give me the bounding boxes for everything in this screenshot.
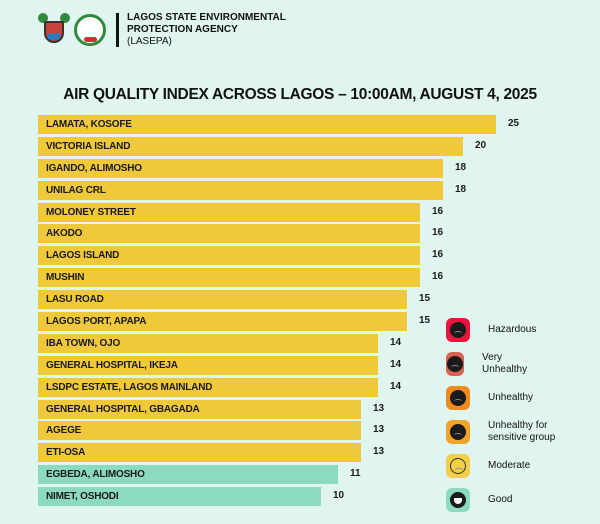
bar-label: GENERAL HOSPITAL, GBAGADA — [46, 403, 200, 415]
bar: MOLONEY STREET — [38, 202, 420, 222]
sad-face-icon — [446, 386, 470, 410]
bar-value: 14 — [390, 358, 402, 370]
bar-label: MOLONEY STREET — [46, 206, 136, 218]
bar: AKODO — [38, 224, 420, 244]
bar: LAGOS PORT, APAPA — [38, 312, 407, 332]
bar-label: IBA TOWN, OJO — [46, 337, 121, 349]
bar: LAMATA, KOSOFE — [38, 115, 496, 134]
bar-label: LAGOS PORT, APAPA — [46, 316, 147, 328]
bar-label: UNILAG CRL — [46, 184, 106, 196]
bar: LAGOS ISLAND — [38, 246, 420, 266]
bar: UNILAG CRL — [38, 180, 443, 200]
lasepa-seal-logo — [74, 14, 106, 46]
bar: ETI-OSA — [38, 443, 361, 463]
bar-label: LSDPC ESTATE, LAGOS MAINLAND — [46, 381, 213, 393]
bar-value: 20 — [475, 139, 487, 151]
bar: NIMET, OSHODI — [38, 487, 321, 507]
header: LAGOS STATE ENVIRONMENTAL PROTECTION AGE… — [38, 12, 286, 48]
bar-label: LAGOS ISLAND — [46, 250, 120, 262]
bar: GENERAL HOSPITAL, GBAGADA — [38, 399, 361, 419]
bar-value: 25 — [508, 118, 520, 129]
agency-line-2: PROTECTION AGENCY — [127, 24, 238, 35]
bar-label: MUSHIN — [46, 272, 85, 284]
happy-face-icon — [446, 488, 470, 512]
legend-label: Very Unhealthy — [482, 352, 528, 375]
bar: IGANDO, ALIMOSHO — [38, 158, 443, 178]
bar-value: 16 — [432, 205, 444, 217]
legend-item: Moderate — [446, 454, 530, 478]
agency-line-3: (LASEPA) — [127, 36, 172, 47]
legend-item: Hazardous — [446, 318, 536, 342]
bar-label: AGEGE — [46, 425, 82, 437]
sad-face-icon — [446, 318, 470, 342]
legend-item: Unhealthy for sensitive group — [446, 420, 588, 444]
header-divider — [116, 13, 119, 47]
bar-value: 13 — [373, 402, 385, 414]
bar-label: AKODO — [46, 228, 83, 240]
legend-label: Unhealthy for sensitive group — [488, 420, 556, 443]
legend-label: Moderate — [488, 460, 531, 471]
legend-label: Good — [488, 494, 513, 505]
bar-label: EGBEDA, ALIMOSHO — [46, 469, 145, 481]
bar: LASU ROAD — [38, 290, 407, 310]
bar-value: 14 — [390, 336, 402, 348]
bar-value: 18 — [455, 161, 467, 173]
bar-label: IGANDO, ALIMOSHO — [46, 162, 142, 174]
bar: GENERAL HOSPITAL, IKEJA — [38, 355, 378, 375]
bar-value: 10 — [333, 490, 345, 502]
agency-line-1: LAGOS STATE ENVIRONMENTAL — [127, 12, 286, 23]
sad-face-icon — [446, 352, 465, 376]
legend-item: Good — [446, 488, 512, 512]
bar-value: 16 — [432, 271, 444, 283]
legend-label: Hazardous — [488, 324, 537, 335]
bar-value: 15 — [419, 315, 431, 327]
neutral-faces-icon — [446, 454, 470, 478]
bar-label: LASU ROAD — [46, 294, 104, 306]
bar-label: VICTORIA ISLAND — [46, 140, 131, 152]
bar: EGBEDA, ALIMOSHO — [38, 465, 338, 485]
bar-value: 18 — [455, 183, 467, 195]
bar-label: GENERAL HOSPITAL, IKEJA — [46, 359, 178, 371]
bar-label: NIMET, OSHODI — [46, 491, 119, 503]
legend-item: Very Unhealthy — [446, 352, 533, 376]
bar-value: 16 — [432, 249, 444, 261]
sad-face-icon — [446, 420, 470, 444]
bar-label: ETI-OSA — [46, 447, 86, 459]
agency-name: LAGOS STATE ENVIRONMENTAL PROTECTION AGE… — [127, 12, 286, 48]
legend-item: Unhealthy — [446, 386, 533, 410]
bar-value: 13 — [373, 446, 385, 458]
bar: IBA TOWN, OJO — [38, 333, 378, 353]
bar-value: 15 — [419, 293, 431, 305]
bar-value: 16 — [432, 227, 444, 239]
legend-label: Unhealthy — [488, 392, 534, 403]
bar-label: LAMATA, KOSOFE — [46, 119, 132, 130]
bar: LSDPC ESTATE, LAGOS MAINLAND — [38, 377, 378, 397]
lagos-crest-logo — [38, 13, 70, 47]
bar: MUSHIN — [38, 268, 420, 288]
bar: AGEGE — [38, 421, 361, 441]
bar: VICTORIA ISLAND — [38, 136, 463, 156]
bar-value: 13 — [373, 424, 385, 436]
chart-title: AIR QUALITY INDEX ACROSS LAGOS – 10:00AM… — [63, 86, 537, 103]
bar-value: 11 — [350, 468, 361, 480]
bar-value: 14 — [390, 380, 402, 392]
